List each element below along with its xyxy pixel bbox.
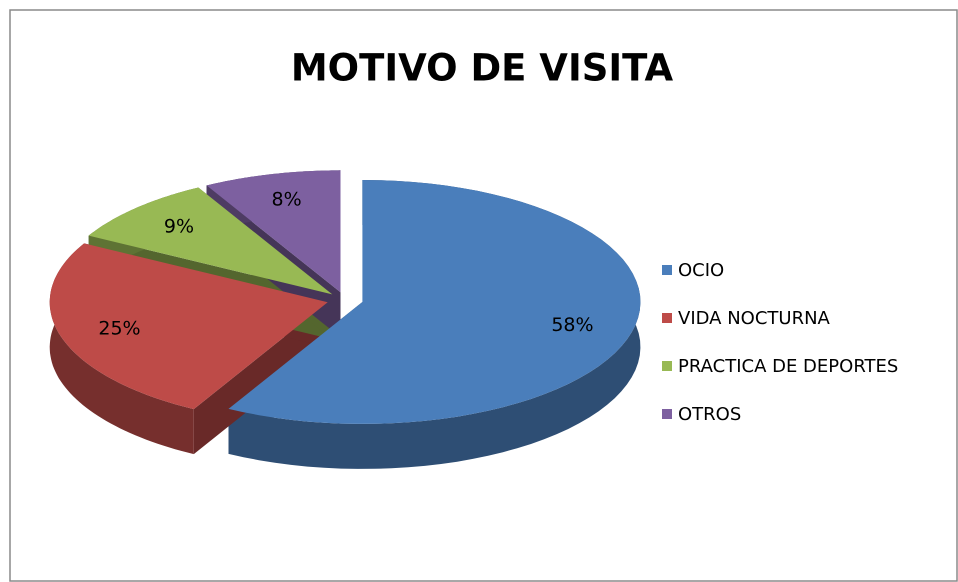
slice-wall — [193, 302, 328, 455]
data-label: 58% — [551, 314, 593, 336]
slice — [88, 187, 333, 295]
legend-swatch — [662, 409, 672, 419]
slice-tops — [49, 170, 641, 424]
slice — [228, 180, 641, 424]
data-label: 9% — [164, 216, 194, 238]
data-label: 25% — [98, 317, 140, 339]
slice-side — [228, 180, 641, 469]
legend-label: OTROS — [678, 404, 741, 425]
legend-swatch — [662, 265, 672, 275]
chart-title: MOTIVO DE VISITA — [291, 47, 674, 90]
slice — [206, 170, 341, 293]
legend-swatch — [662, 361, 672, 371]
legend-label: OCIO — [678, 260, 724, 281]
slice-side — [49, 243, 194, 455]
legend-label: VIDA NOCTURNA — [678, 308, 831, 329]
data-label: 8% — [272, 189, 302, 211]
legend-swatch — [662, 313, 672, 323]
slice — [49, 243, 328, 410]
legend-label: PRACTICA DE DEPORTES — [678, 356, 898, 377]
